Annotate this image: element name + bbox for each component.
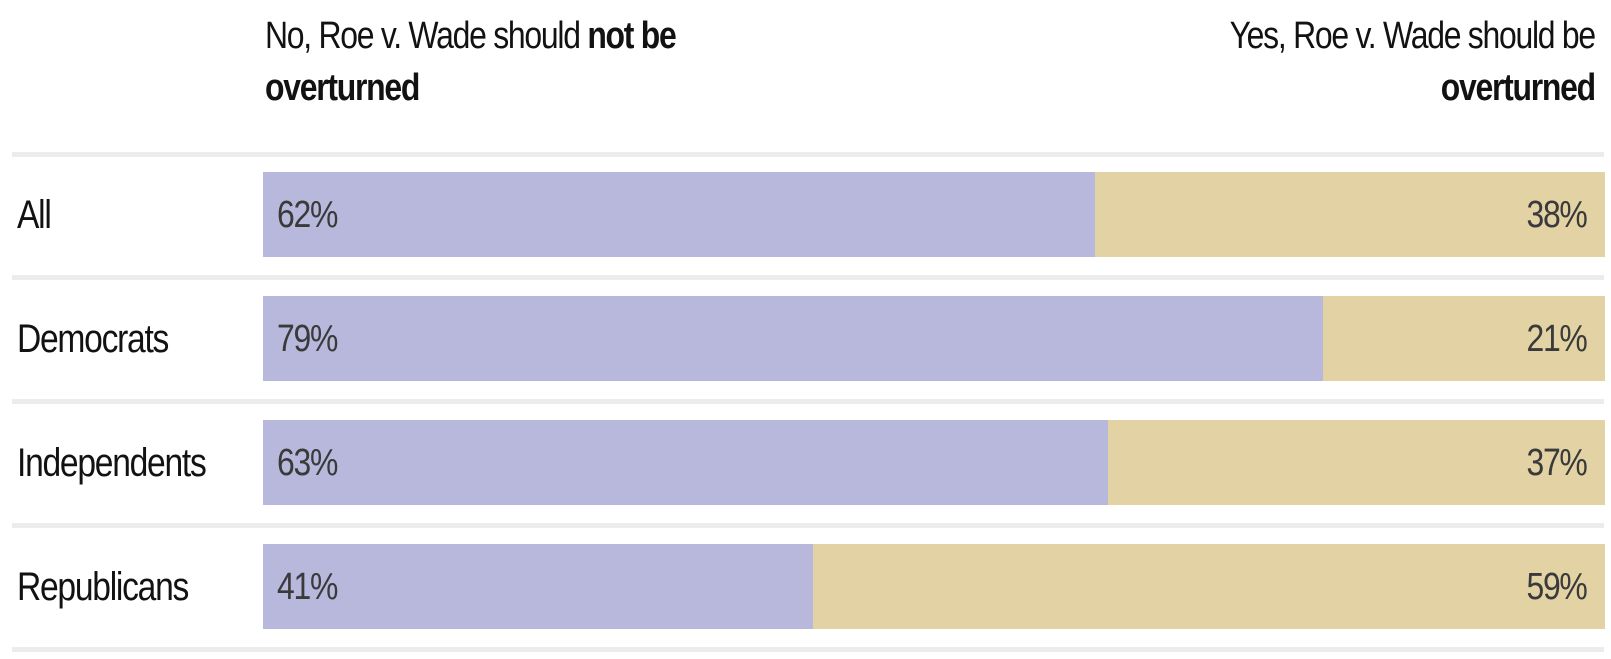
category-label: Republicans bbox=[17, 564, 189, 609]
row-separator bbox=[12, 152, 1604, 157]
bar-yes-all bbox=[1095, 172, 1605, 257]
bar-yes-independents bbox=[1108, 420, 1605, 505]
value-label-no: 63% bbox=[277, 441, 338, 484]
category-label: Independents bbox=[17, 440, 207, 485]
value-label-yes: 37% bbox=[1526, 441, 1588, 484]
value-label-no: 41% bbox=[277, 565, 338, 608]
bar-no-all bbox=[263, 172, 1096, 257]
legend-no-label: No, Roe v. Wade should not be overturned bbox=[265, 10, 677, 114]
value-label-no: 79% bbox=[277, 317, 338, 360]
category-label: Democrats bbox=[17, 316, 169, 361]
row-separator bbox=[12, 647, 1604, 652]
legend-yes-bold: overturned bbox=[1440, 67, 1596, 109]
bar-yes-democrats bbox=[1323, 296, 1605, 381]
bar-no-republicans bbox=[263, 544, 814, 629]
legend-no-bold-2: overturned bbox=[265, 67, 420, 109]
bar-no-democrats bbox=[263, 296, 1324, 381]
legend-no-bold-1: not be bbox=[587, 15, 676, 57]
legend-no-prefix: No, Roe v. Wade should bbox=[265, 15, 588, 57]
bar-yes-republicans bbox=[813, 544, 1605, 629]
legend-yes-line-1: Yes, Roe v. Wade should be bbox=[1229, 15, 1597, 57]
value-label-yes: 21% bbox=[1526, 317, 1588, 360]
legend-yes-label: Yes, Roe v. Wade should be overturned bbox=[1229, 10, 1597, 114]
value-label-yes: 59% bbox=[1526, 565, 1588, 608]
value-label-yes: 38% bbox=[1526, 193, 1588, 236]
row-separator bbox=[12, 275, 1604, 280]
value-label-no: 62% bbox=[277, 193, 338, 236]
bar-no-independents bbox=[263, 420, 1109, 505]
category-label: All bbox=[17, 192, 52, 237]
row-separator bbox=[12, 523, 1604, 528]
row-separator bbox=[12, 399, 1604, 404]
